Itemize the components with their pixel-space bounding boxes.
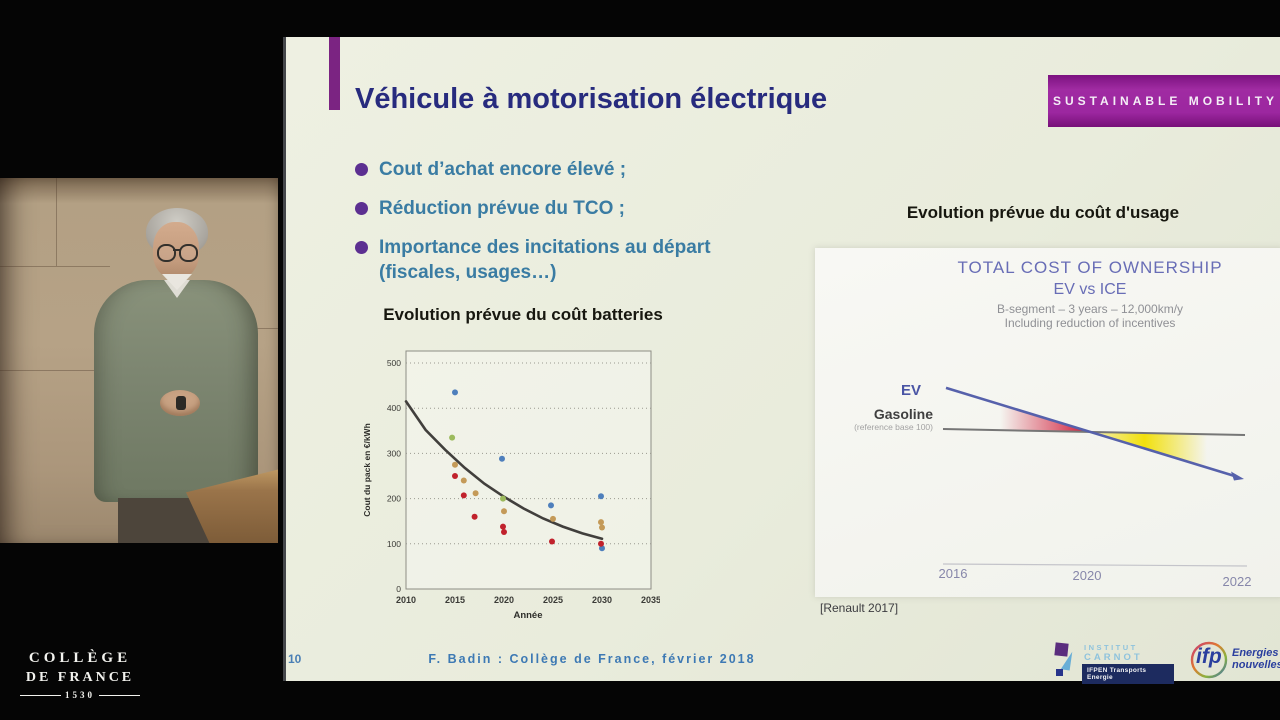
y-axis-label: Cout du pack en €/kWh bbox=[362, 423, 372, 517]
tco-section-title: Evolution prévue du coût d'usage bbox=[906, 203, 1180, 222]
tco-chart-panel: TOTAL COST OF OWNERSHIP EV vs ICE B-segm… bbox=[815, 248, 1280, 597]
tco-xtick: 2022 bbox=[1223, 574, 1252, 589]
svg-text:500: 500 bbox=[387, 358, 401, 368]
tco-xtick: 2020 bbox=[1073, 568, 1102, 583]
reference-base-label: (reference base 100) bbox=[854, 422, 933, 432]
slide-footer-credit: F. Badin : Collège de France, février 20… bbox=[428, 652, 756, 666]
bullet-item-3: Importance des incitations au départ (fis… bbox=[355, 235, 795, 285]
college-logo-line2: DE FRANCE bbox=[25, 670, 135, 685]
presenter-remote bbox=[176, 396, 186, 410]
ifp-wordmark: ifp bbox=[1196, 645, 1222, 668]
tco-subtitle: EV vs ICE bbox=[1053, 281, 1127, 298]
ifp-energies-nouvelles-logo: ifp Energies nouvelles bbox=[1182, 635, 1280, 687]
bullet-dot bbox=[355, 202, 368, 215]
scatter-series-estimates-tan bbox=[452, 461, 605, 531]
slide-page-number: 10 bbox=[288, 652, 302, 666]
bullet-text: Réduction prévue du TCO ; bbox=[379, 198, 625, 219]
ifp-ring-icon bbox=[1190, 641, 1228, 679]
bullet-list: Cout d’achat encore élevé ; Réduction pré… bbox=[355, 157, 795, 299]
scatter-series-estimates-red bbox=[452, 473, 604, 547]
bullet-item-1: Cout d’achat encore élevé ; bbox=[355, 157, 795, 182]
scatter-series-estimates-blue bbox=[452, 389, 605, 552]
ev-line bbox=[945, 386, 1236, 478]
sustainable-mobility-banner: SUSTAINABLE MOBILITY bbox=[1048, 75, 1280, 127]
speaker-figure bbox=[0, 178, 278, 543]
bullet-dot bbox=[355, 163, 368, 176]
wall-seam bbox=[56, 178, 57, 266]
svg-text:2025: 2025 bbox=[543, 595, 563, 605]
college-logo-line1: COLLÈGE bbox=[28, 650, 132, 666]
gasoline-label: Gasoline bbox=[874, 406, 933, 422]
slide-title: Véhicule à motorisation électrique bbox=[355, 83, 828, 115]
ev-label: EV bbox=[901, 382, 921, 399]
wall-seam bbox=[0, 266, 110, 267]
tco-chart: EV Gasoline(reference base 100) 2016 2020 20… bbox=[854, 382, 1252, 589]
x-axis-label: Année bbox=[513, 610, 542, 621]
institut-carnot-logo: INSTITUT CARNOT IFPEN Transports Energie bbox=[1054, 641, 1174, 684]
bullet-item-2: Réduction prévue du TCO ; bbox=[355, 196, 795, 221]
ifp-tagline: Energies nouvelles bbox=[1232, 647, 1280, 671]
wall-seam bbox=[0, 370, 96, 371]
source-citation: [Renault 2017] bbox=[820, 601, 899, 615]
svg-text:200: 200 bbox=[387, 494, 401, 504]
speaker-glasses bbox=[156, 244, 198, 262]
bullet-text: Importance des incitations au départ (fis… bbox=[379, 237, 711, 283]
wall-seam bbox=[252, 328, 278, 329]
tco-title: TOTAL COST OF OWNERSHIP bbox=[957, 258, 1223, 277]
svg-text:2035: 2035 bbox=[641, 595, 660, 605]
speaker-video-panel bbox=[0, 178, 278, 543]
svg-text:100: 100 bbox=[387, 539, 401, 549]
battery-chart-title: Evolution prévue du coût batteries bbox=[383, 305, 663, 324]
title-accent-bar bbox=[329, 37, 340, 110]
svg-text:2030: 2030 bbox=[592, 595, 612, 605]
carnot-line1: INSTITUT bbox=[1084, 643, 1138, 652]
svg-text:400: 400 bbox=[387, 403, 401, 413]
tco-note-2: Including reduction of incentives bbox=[1004, 316, 1176, 330]
college-de-france-logo: COLLÈGE DE FRANCE 1530 bbox=[20, 650, 140, 700]
college-logo-year: 1530 bbox=[65, 690, 95, 700]
presentation-slide: Véhicule à motorisation électrique SUSTA… bbox=[283, 37, 1280, 684]
svg-text:2015: 2015 bbox=[445, 595, 465, 605]
svg-text:2010: 2010 bbox=[396, 595, 416, 605]
carnot-line2: CARNOT bbox=[1084, 652, 1143, 663]
ev-arrowhead bbox=[1231, 471, 1244, 481]
carnot-logo-mark bbox=[1054, 642, 1080, 677]
tco-xtick: 2016 bbox=[939, 566, 968, 581]
svg-text:300: 300 bbox=[387, 448, 401, 458]
tco-note-1: B-segment – 3 years – 12,000km/y bbox=[996, 302, 1184, 316]
tco-header: TOTAL COST OF OWNERSHIP EV vs ICE B-segm… bbox=[905, 258, 1275, 330]
bullet-dot bbox=[355, 241, 368, 254]
battery-cost-chart: 0 100 200 300 400 500 2010 2015 2020 2025 2030 2035… bbox=[362, 350, 660, 621]
svg-text:0: 0 bbox=[396, 584, 401, 594]
banner-label: SUSTAINABLE MOBILITY bbox=[1052, 94, 1279, 108]
svg-text:2020: 2020 bbox=[494, 595, 514, 605]
bullet-text: Cout d’achat encore élevé ; bbox=[379, 159, 627, 180]
carnot-badge: IFPEN Transports Energie bbox=[1082, 664, 1174, 684]
scatter-series-estimates-green bbox=[449, 434, 506, 502]
